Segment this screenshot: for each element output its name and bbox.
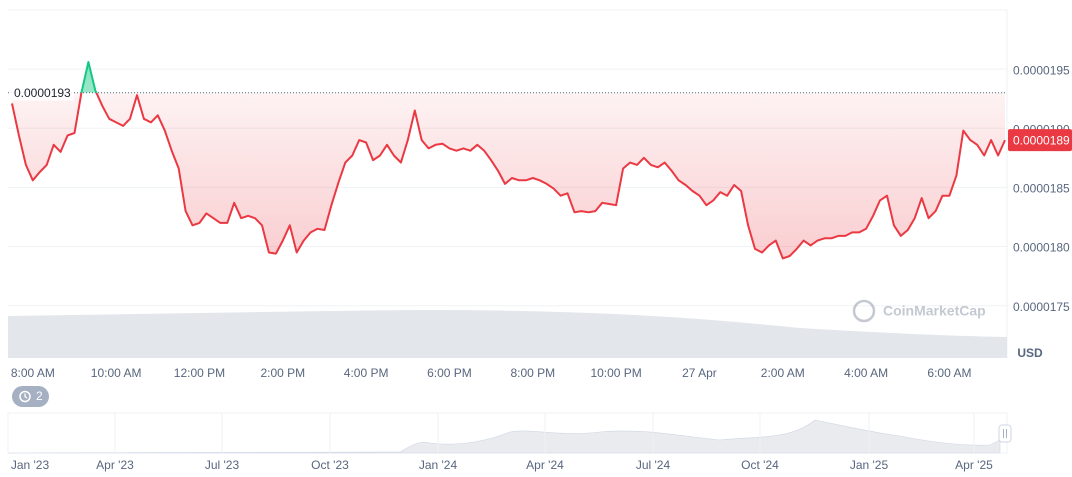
x-tick-label: 27 Apr — [682, 366, 717, 380]
volume-area — [8, 310, 1007, 358]
x-tick-label: 6:00 AM — [927, 366, 971, 380]
y-tick-label: 0.0000180 — [1013, 241, 1070, 255]
watermark-logo — [852, 299, 876, 323]
x-tick-label: 10:00 PM — [590, 366, 641, 380]
x-tick-label: 4:00 AM — [844, 366, 888, 380]
navigator-area — [7, 419, 1001, 454]
navigator-label: Jul '24 — [636, 458, 671, 472]
x-tick-label: 2:00 AM — [761, 366, 805, 380]
navigator-grid — [114, 413, 975, 453]
navigator-label: Apr '24 — [526, 458, 564, 472]
watermark-text: CoinMarketCap — [883, 303, 986, 319]
area-fill-down — [12, 92, 1005, 259]
last-price-tag — [1008, 129, 1072, 152]
x-tick-label: 8:00 PM — [510, 366, 555, 380]
navigator[interactable] — [7, 412, 1012, 454]
navigator-handle[interactable] — [998, 424, 1012, 443]
badge-icon — [19, 390, 31, 403]
open-price-label: 0.0000193 — [14, 86, 71, 100]
x-tick-label: 4:00 PM — [344, 366, 389, 380]
plot: 0.00001750.00001800.00001850.00001900.00… — [8, 61, 1072, 380]
event-badge[interactable]: 2 — [12, 386, 49, 407]
price-line-down — [11, 92, 1006, 260]
badge-icon-hands — [24, 393, 28, 399]
navigator-label: Oct '23 — [311, 458, 349, 472]
badge-count: 2 — [36, 389, 43, 403]
x-tick-label: 8:00 AM — [11, 366, 55, 380]
x-tick-label: 2:00 PM — [260, 366, 305, 380]
last-price-label: 0.0000189 — [1013, 133, 1070, 147]
x-tick-label: 10:00 AM — [91, 366, 142, 380]
watermark: CoinMarketCap — [852, 299, 986, 323]
y-tick-label: 0.0000195 — [1013, 63, 1070, 77]
open-price-label-bg — [10, 84, 74, 101]
navigator-label: Jan '23 — [11, 458, 50, 472]
currency-label: USD — [1017, 346, 1043, 360]
navigator-label: Apr '23 — [96, 458, 134, 472]
navigator-label: Apr '25 — [955, 458, 993, 472]
y-tick-label: 0.0000185 — [1013, 182, 1070, 196]
x-tick-label: 6:00 PM — [427, 366, 472, 380]
navigator-label: Jul '23 — [205, 458, 240, 472]
navigator-label: Oct '24 — [741, 458, 779, 472]
navigator-label: Jan '24 — [419, 458, 458, 472]
navigator-label: Jan '25 — [850, 458, 889, 472]
y-tick-label: 0.0000175 — [1013, 300, 1070, 314]
x-tick-label: 12:00 PM — [174, 366, 225, 380]
